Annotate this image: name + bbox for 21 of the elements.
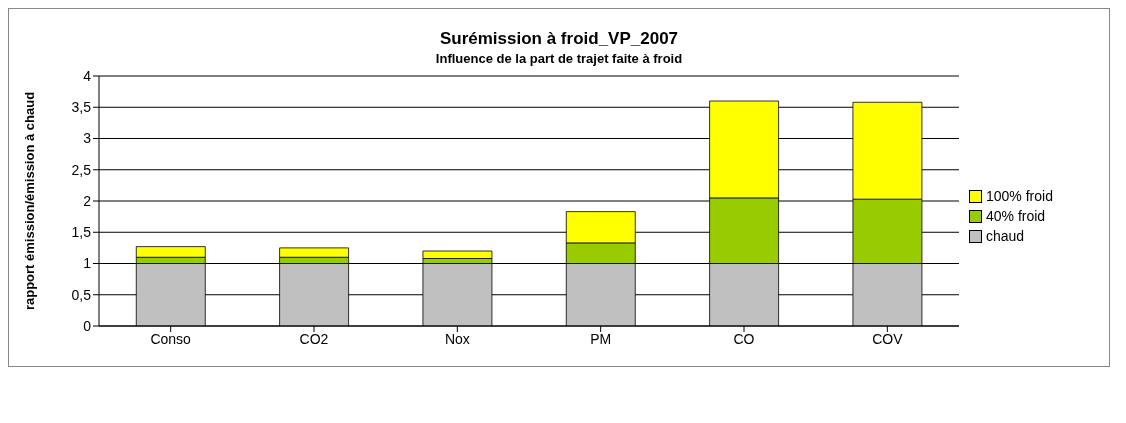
x-tick-label: Conso — [150, 330, 192, 347]
x-tick-label: PM — [590, 330, 612, 347]
chart-subtitle: Influence de la part de trajet faite à froid — [434, 51, 684, 66]
y-tick-label: 0,5 — [71, 286, 92, 303]
x-tick-label: COV — [872, 330, 904, 347]
x-tick-label: Nox — [444, 330, 470, 347]
legend-label: 40% froid — [986, 208, 1046, 224]
y-tick-label: 2 — [83, 192, 92, 209]
y-axis-title: rapport émission/émission à chaud — [21, 91, 37, 311]
y-tick-label: 0 — [83, 317, 92, 334]
x-tick-label: CO2 — [299, 330, 329, 347]
chart-title: Surémission à froid_VP_2007 — [438, 29, 680, 49]
y-tick-label: 2,5 — [71, 161, 92, 178]
x-tick-label: CO — [733, 330, 755, 347]
y-tick-label: 3,5 — [71, 99, 92, 116]
y-tick-label: 1 — [83, 255, 92, 272]
y-tick-label: 3 — [83, 130, 92, 147]
legend-label: chaud — [986, 228, 1025, 244]
y-tick-label: 1,5 — [71, 224, 92, 241]
legend-label: 100% froid — [986, 188, 1053, 204]
y-tick-label: 4 — [83, 67, 92, 84]
